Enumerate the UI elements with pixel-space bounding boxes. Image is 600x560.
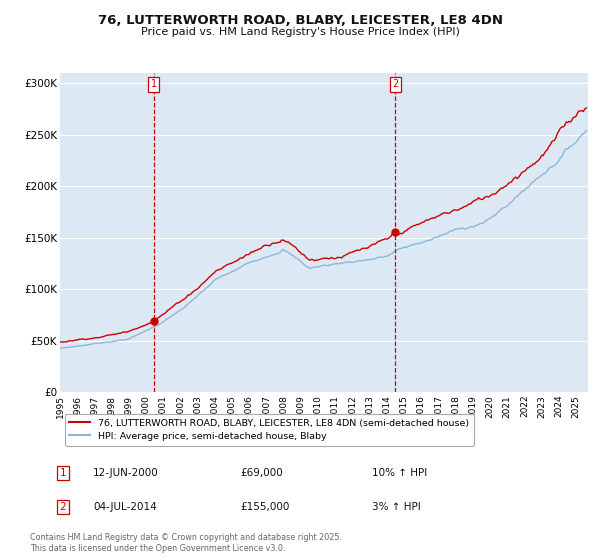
Text: 76, LUTTERWORTH ROAD, BLABY, LEICESTER, LE8 4DN: 76, LUTTERWORTH ROAD, BLABY, LEICESTER, … xyxy=(97,14,503,27)
Text: 1: 1 xyxy=(59,468,67,478)
Text: 04-JUL-2014: 04-JUL-2014 xyxy=(93,502,157,512)
Text: 2: 2 xyxy=(392,79,398,89)
Text: 10% ↑ HPI: 10% ↑ HPI xyxy=(372,468,427,478)
Text: 1: 1 xyxy=(151,79,157,89)
Text: Contains HM Land Registry data © Crown copyright and database right 2025.
This d: Contains HM Land Registry data © Crown c… xyxy=(30,533,342,553)
Text: 2: 2 xyxy=(59,502,67,512)
Legend: 76, LUTTERWORTH ROAD, BLABY, LEICESTER, LE8 4DN (semi-detached house), HPI: Aver: 76, LUTTERWORTH ROAD, BLABY, LEICESTER, … xyxy=(65,413,473,446)
Text: £155,000: £155,000 xyxy=(240,502,289,512)
Text: 12-JUN-2000: 12-JUN-2000 xyxy=(93,468,159,478)
Text: Price paid vs. HM Land Registry's House Price Index (HPI): Price paid vs. HM Land Registry's House … xyxy=(140,27,460,37)
Text: £69,000: £69,000 xyxy=(240,468,283,478)
Text: 3% ↑ HPI: 3% ↑ HPI xyxy=(372,502,421,512)
